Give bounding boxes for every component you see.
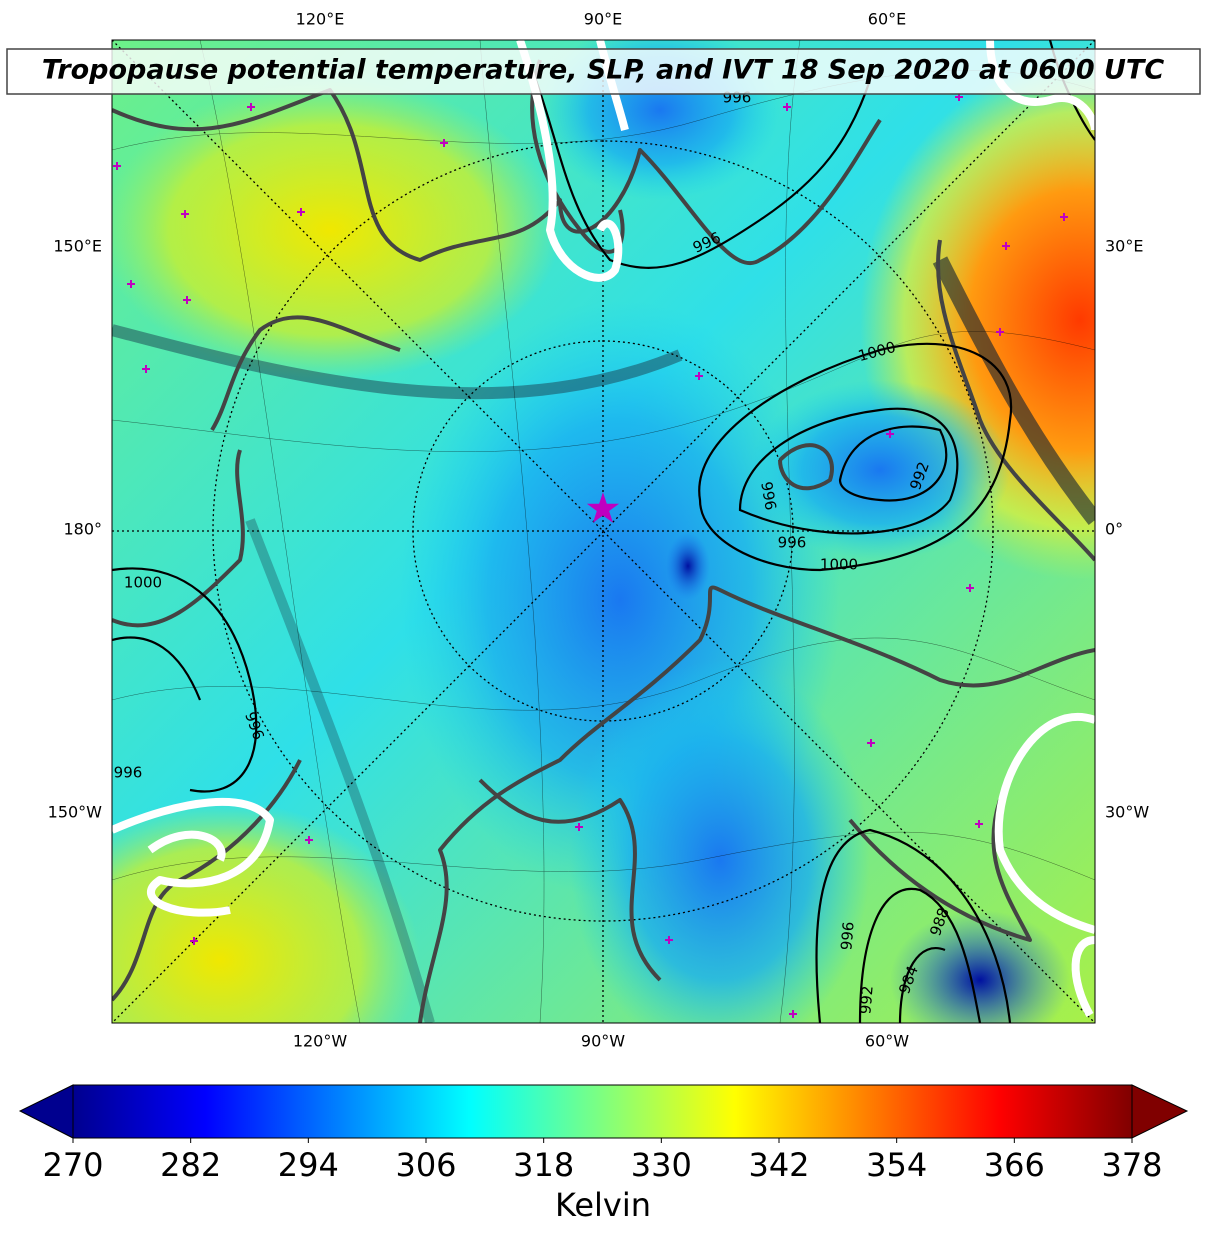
colorbar-frame (72, 1084, 1133, 1139)
grid-labels: 120°E 90°E 60°E 120°W 90°W 60°W 150°E 180° 150°W… (48, 10, 1150, 1051)
colorbar-extend-low (18, 1084, 74, 1139)
colorbar: Kelvin 270 282 294 306 318 330 342 354 366 378 (18, 1084, 1189, 1224)
station-markers (113, 93, 1068, 1018)
colorbar-gradient (73, 1085, 1132, 1138)
lon-label: 120°E (296, 10, 345, 29)
colorbar-tick-label: 366 (984, 1146, 1045, 1184)
colorbar-tick-label: 270 (42, 1146, 103, 1184)
contour-label: 996 (778, 534, 807, 552)
lon-label: 90°E (584, 10, 622, 29)
contour-label: 996 (114, 764, 143, 782)
contour-label: 992 (856, 985, 876, 1015)
stations: ★ (584, 484, 622, 533)
title-box (6, 48, 1201, 95)
contour-label: 996 (837, 921, 857, 951)
colorbar-tick-label: 318 (513, 1146, 574, 1184)
colorbar-extend-high (1131, 1084, 1189, 1139)
contour-label: 1000 (820, 556, 858, 574)
lon-label: 120°W (293, 1032, 348, 1051)
lon-label: 180° (63, 520, 102, 539)
contour-label: 1000 (124, 574, 162, 592)
lon-label: 150°E (53, 237, 102, 256)
map-frame (111, 39, 1096, 1024)
map: ★ (112, 40, 1095, 1023)
colorbar-tick-label: 282 (160, 1146, 221, 1184)
colorbar-tick-label: 306 (395, 1146, 456, 1184)
contour-label: 996 (757, 480, 780, 511)
colorbar-tick-label: 294 (278, 1146, 339, 1184)
colorbar-tick-label: 330 (631, 1146, 692, 1184)
lon-label: 0° (1105, 520, 1123, 539)
lon-label: 150°W (48, 803, 103, 822)
colorbar-label: Kelvin (555, 1186, 651, 1224)
lon-label: 30°E (1105, 237, 1143, 256)
map-title: Tropopause potential temperature, SLP, a… (42, 55, 1165, 86)
lon-label: 30°W (1105, 803, 1149, 822)
colorbar-tick-label: 342 (748, 1146, 809, 1184)
colorbar-tick-label: 354 (866, 1146, 927, 1184)
svg-text:★: ★ (584, 484, 622, 533)
lon-label: 60°W (865, 1032, 909, 1051)
lon-label: 90°W (581, 1032, 625, 1051)
lon-label: 60°E (868, 10, 906, 29)
colorbar-tick-label: 378 (1101, 1146, 1162, 1184)
